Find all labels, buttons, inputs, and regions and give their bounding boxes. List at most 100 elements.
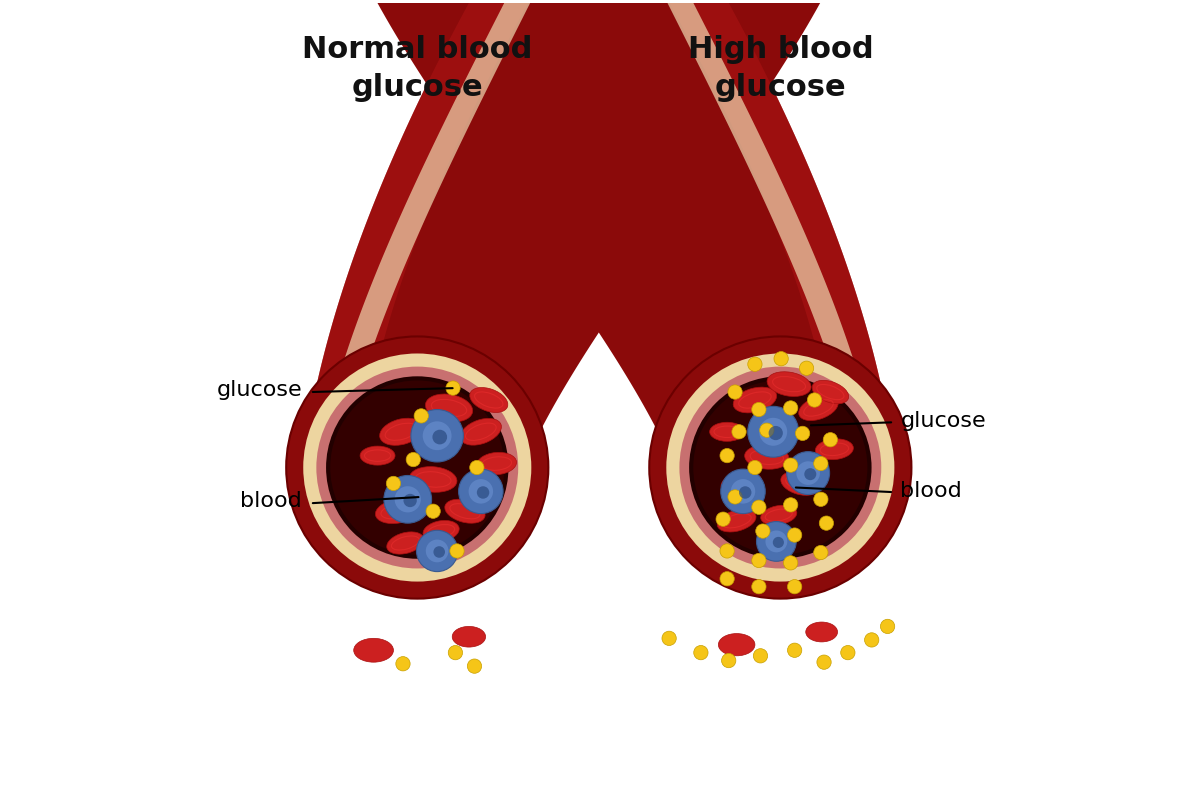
Circle shape — [304, 354, 532, 582]
Circle shape — [406, 453, 420, 466]
Circle shape — [787, 643, 802, 658]
Circle shape — [784, 458, 798, 472]
Text: High blood
glucose: High blood glucose — [688, 34, 874, 102]
Text: glucose: glucose — [900, 410, 986, 430]
Text: glucose: glucose — [216, 380, 302, 400]
Ellipse shape — [761, 506, 797, 525]
Circle shape — [386, 476, 401, 490]
Circle shape — [797, 462, 820, 485]
Polygon shape — [583, 0, 892, 442]
Circle shape — [720, 544, 734, 558]
Ellipse shape — [376, 499, 420, 523]
Circle shape — [760, 418, 787, 446]
Circle shape — [804, 468, 816, 480]
Circle shape — [721, 654, 736, 668]
Circle shape — [720, 449, 734, 462]
Ellipse shape — [718, 510, 756, 532]
Circle shape — [446, 381, 460, 395]
Circle shape — [468, 479, 493, 503]
Circle shape — [410, 410, 463, 462]
Circle shape — [751, 579, 766, 594]
Ellipse shape — [452, 626, 486, 647]
Circle shape — [286, 337, 548, 598]
Circle shape — [328, 378, 506, 557]
Circle shape — [728, 490, 743, 504]
Ellipse shape — [745, 445, 790, 470]
Circle shape — [433, 546, 445, 558]
Circle shape — [649, 337, 912, 598]
Circle shape — [395, 486, 421, 513]
Circle shape — [422, 422, 451, 450]
Ellipse shape — [379, 418, 424, 446]
Circle shape — [773, 537, 784, 548]
Circle shape — [732, 425, 746, 439]
Circle shape — [720, 571, 734, 586]
Circle shape — [396, 657, 410, 671]
Circle shape — [751, 402, 766, 417]
Circle shape — [823, 433, 838, 447]
Circle shape — [784, 401, 798, 415]
Circle shape — [796, 426, 810, 441]
Circle shape — [787, 579, 802, 594]
Circle shape — [754, 649, 768, 663]
Ellipse shape — [767, 372, 811, 397]
Circle shape — [774, 351, 788, 366]
Ellipse shape — [386, 532, 424, 554]
Circle shape — [787, 452, 829, 494]
Circle shape — [814, 492, 828, 506]
Circle shape — [476, 486, 490, 498]
Circle shape — [817, 655, 832, 670]
Circle shape — [384, 475, 432, 523]
Circle shape — [784, 556, 798, 570]
Circle shape — [317, 366, 518, 569]
Circle shape — [432, 430, 448, 445]
Circle shape — [760, 423, 774, 438]
Circle shape — [769, 426, 782, 440]
Ellipse shape — [815, 439, 853, 460]
Ellipse shape — [445, 499, 485, 523]
Ellipse shape — [709, 422, 744, 442]
Polygon shape — [323, 0, 594, 442]
Circle shape — [691, 378, 870, 557]
Ellipse shape — [469, 387, 508, 413]
Circle shape — [739, 486, 751, 498]
Ellipse shape — [409, 466, 457, 492]
Circle shape — [721, 469, 766, 514]
Ellipse shape — [733, 387, 776, 413]
Circle shape — [731, 479, 755, 503]
Circle shape — [748, 357, 762, 371]
Circle shape — [864, 633, 878, 647]
Text: blood: blood — [240, 491, 302, 511]
Circle shape — [751, 554, 766, 568]
Circle shape — [756, 524, 770, 538]
Text: blood: blood — [900, 481, 962, 501]
Circle shape — [426, 504, 440, 518]
Circle shape — [662, 631, 677, 646]
Ellipse shape — [721, 472, 762, 495]
Circle shape — [756, 522, 797, 562]
Circle shape — [450, 544, 464, 558]
Ellipse shape — [476, 452, 516, 474]
Circle shape — [469, 460, 484, 474]
Circle shape — [716, 512, 731, 526]
Polygon shape — [604, 0, 875, 442]
Ellipse shape — [799, 395, 839, 421]
Ellipse shape — [719, 634, 755, 656]
Circle shape — [694, 646, 708, 660]
Circle shape — [799, 361, 814, 375]
Circle shape — [449, 646, 462, 660]
Circle shape — [814, 457, 828, 470]
Polygon shape — [306, 0, 876, 454]
Polygon shape — [306, 0, 614, 442]
Circle shape — [808, 393, 822, 407]
Circle shape — [403, 494, 416, 507]
Ellipse shape — [424, 521, 460, 542]
Ellipse shape — [354, 638, 394, 662]
Ellipse shape — [360, 446, 395, 465]
Circle shape — [666, 354, 894, 582]
Circle shape — [728, 385, 743, 399]
Circle shape — [679, 366, 881, 569]
Circle shape — [416, 530, 457, 571]
Circle shape — [426, 539, 449, 562]
Circle shape — [748, 460, 762, 474]
